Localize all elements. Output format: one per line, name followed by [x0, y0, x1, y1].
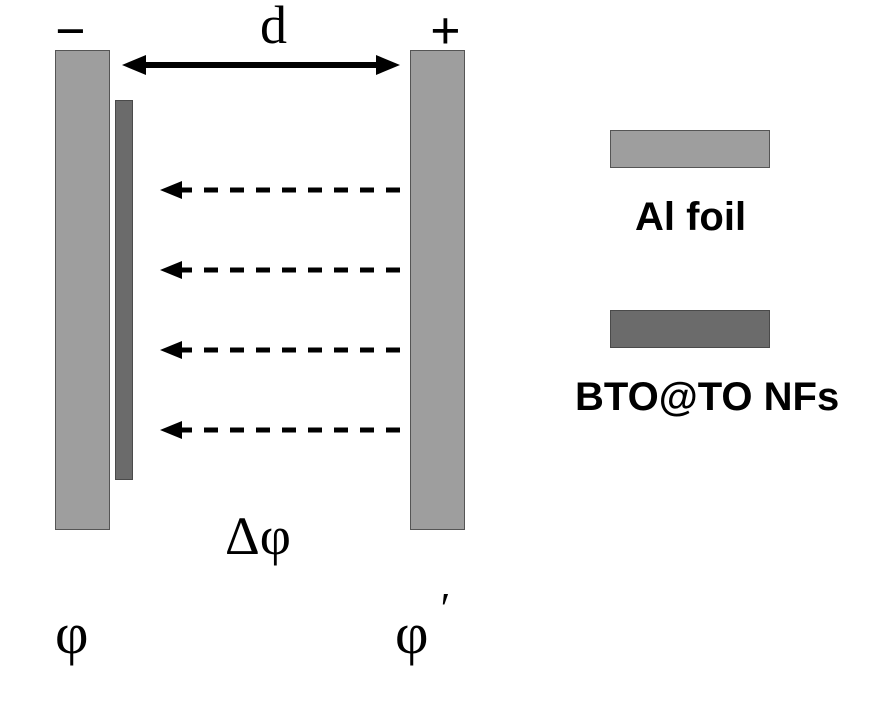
phi-right-label: φ′: [395, 600, 438, 667]
phi-left-label: φ: [55, 600, 88, 667]
legend-al-label: Al foil: [635, 195, 746, 240]
legend-nf-swatch: [610, 310, 770, 348]
left-electrode: [55, 50, 110, 530]
legend-al-swatch: [610, 130, 770, 168]
right-electrode: [410, 50, 465, 530]
legend-nf-label: BTO@TO NFs: [575, 375, 839, 420]
delta-phi-label: Δφ: [225, 505, 291, 567]
plus-label: +: [430, 0, 461, 62]
phi-right-base: φ: [395, 601, 428, 666]
distance-label: d: [260, 0, 287, 56]
nanofiber-film: [115, 100, 133, 480]
diagram-stage: − d + Δφ φ φ′ Al foil BTO@TO NFs: [0, 0, 885, 705]
minus-label: −: [55, 0, 86, 62]
phi-right-prime: ′: [441, 583, 451, 634]
